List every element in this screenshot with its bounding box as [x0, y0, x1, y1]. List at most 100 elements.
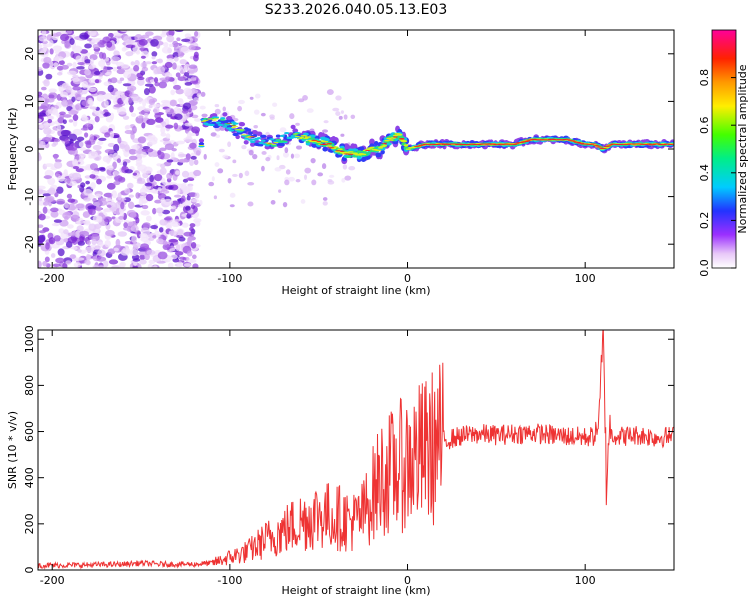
spectrogram-noise-blob: [119, 77, 125, 81]
spectrogram-noise-blob: [186, 177, 195, 181]
spectrogram-noise-blob: [222, 154, 229, 159]
spectrogram-noise-blob: [181, 222, 189, 228]
spectrogram-noise-blob: [104, 132, 111, 138]
spectrogram-noise-blob: [177, 51, 185, 58]
spectrogram-noise-blob: [343, 114, 348, 120]
spectrogram-ridge-blob: [243, 140, 249, 145]
spectrogram-ridge-blob: [335, 150, 341, 152]
spectrogram-image: [38, 30, 674, 268]
spectrogram-noise-blob: [168, 43, 174, 48]
spectrogram-noise-blob: [118, 176, 126, 183]
spectrogram-noise-blob: [147, 263, 153, 268]
snr-x-ticks: -200 -100 0 100: [40, 330, 596, 587]
spectrogram-ridge-blob: [294, 135, 300, 137]
spectrogram-noise-blob: [47, 115, 55, 120]
spectrogram-noise-blob: [80, 116, 89, 122]
spectrogram-noise-blob: [321, 129, 329, 133]
spectrogram-noise-blob: [141, 66, 149, 72]
spectrogram-noise-blob: [97, 199, 107, 206]
spectrogram-ridge-blob: [524, 140, 531, 142]
spectrogram-noise-blob: [214, 162, 220, 167]
spectrogram-noise-blob: [102, 260, 109, 268]
spectrogram-noise-blob: [142, 230, 151, 235]
spectrogram-noise-blob: [94, 115, 100, 123]
spectrogram-noise-blob: [42, 206, 48, 214]
spectrogram-noise-blob: [163, 217, 172, 221]
spectrogram-noise-blob: [232, 173, 238, 177]
spectrogram-noise-blob: [89, 174, 96, 179]
spectrogram-ridge-blob: [243, 137, 249, 140]
spectrogram-noise-blob: [113, 143, 120, 152]
spectrogram-ridge-blob: [375, 152, 382, 158]
spectrogram-ridge-blob: [669, 143, 674, 145]
spectrogram-ridge-blob: [238, 121, 246, 127]
spectrogram-noise-blob: [186, 250, 193, 257]
spectrogram-noise-blob: [350, 114, 356, 119]
spectrogram-noise-blob: [145, 215, 152, 222]
spectrogram-noise-blob: [168, 230, 177, 236]
spectrogram-noise-blob: [168, 185, 173, 190]
spectrogram-noise-blob: [87, 30, 97, 37]
spectrogram-noise-blob: [113, 247, 119, 252]
spectrogram-ridge-blob: [393, 136, 398, 138]
spectrogram-noise-blob: [248, 149, 254, 156]
spectrogram-noise-blob: [72, 166, 80, 170]
spectrogram-noise-blob: [128, 194, 135, 198]
spectrogram-noise-blob: [199, 199, 203, 206]
spectrogram-noise-blob: [53, 161, 63, 169]
spectrogram-noise-blob: [123, 222, 129, 228]
spectrogram-noise-blob: [160, 99, 171, 104]
spectrogram-noise-blob: [54, 56, 64, 62]
spectrogram-noise-blob: [278, 189, 282, 193]
spectrogram-noise-blob: [119, 143, 126, 150]
spectrogram-noise-blob: [106, 60, 111, 66]
spectrogram-noise-blob: [89, 58, 95, 66]
spectrogram-ridge-blob: [334, 150, 342, 153]
spectrogram-noise-blob: [322, 197, 328, 201]
snr-x-label: Height of straight line (km): [281, 584, 430, 597]
spectrogram-noise-blob: [48, 94, 55, 99]
spectrogram-ridge-blob: [225, 127, 233, 130]
spectrogram-ridge-blob: [256, 137, 262, 140]
spectrogram-noise-blob: [177, 98, 183, 103]
spectrogram-noise-blob: [124, 144, 130, 152]
spectrogram-noise-blob: [65, 85, 72, 93]
spectrogram-noise-blob: [162, 241, 168, 246]
spectrogram-ridge-blob: [356, 155, 362, 160]
spectrogram-noise-blob: [50, 243, 60, 249]
spectrogram-ridge-blob: [249, 142, 256, 147]
spectrogram-noise-blob: [91, 38, 100, 43]
spectrogram-noise-blob: [140, 62, 148, 68]
spectrogram-ridge-blob: [364, 152, 371, 155]
spectrogram-noise-blob: [38, 213, 46, 221]
spectrogram-noise-blob: [44, 256, 50, 263]
spectrogram-ridge-blob: [352, 155, 358, 158]
spectrogram-noise-blob: [97, 249, 106, 257]
spectrogram-ridge-blob: [592, 144, 599, 146]
spectrogram-noise-blob: [124, 188, 131, 194]
spectrogram-x-label: Height of straight line (km): [281, 284, 430, 297]
spectrogram-ridge-blob: [309, 137, 316, 140]
spectrogram-noise-blob: [193, 169, 202, 177]
spectrogram-noise-blob: [79, 32, 89, 40]
spectrogram-noise-blob: [50, 207, 59, 213]
spectrogram-noise-blob: [178, 153, 188, 157]
spectrogram-noise-blob: [67, 70, 77, 76]
spectrogram-ridge-blob: [386, 137, 392, 140]
spectrogram-noise-blob: [211, 176, 215, 182]
spectrogram-noise-blob: [117, 136, 122, 144]
spectrogram-noise-blob: [107, 165, 114, 171]
spectrogram-noise-blob: [125, 124, 131, 129]
spectrogram-noise-blob: [161, 79, 170, 83]
spectrogram-noise-blob: [186, 195, 191, 201]
spectrogram-noise-blob: [177, 261, 184, 268]
spectrogram-x-tick-label: 0: [404, 272, 411, 285]
spectrogram-noise-blob: [285, 169, 291, 175]
spectrogram-noise-blob: [150, 38, 159, 47]
spectrogram-noise-blob: [42, 260, 48, 267]
spectrogram-noise-blob: [156, 67, 161, 75]
spectrogram-ridge-blob: [228, 129, 235, 132]
spectrogram-noise-blob: [43, 122, 53, 126]
spectrogram-ridge-blob: [386, 142, 392, 146]
spectrogram-ridge-blob: [316, 141, 321, 143]
